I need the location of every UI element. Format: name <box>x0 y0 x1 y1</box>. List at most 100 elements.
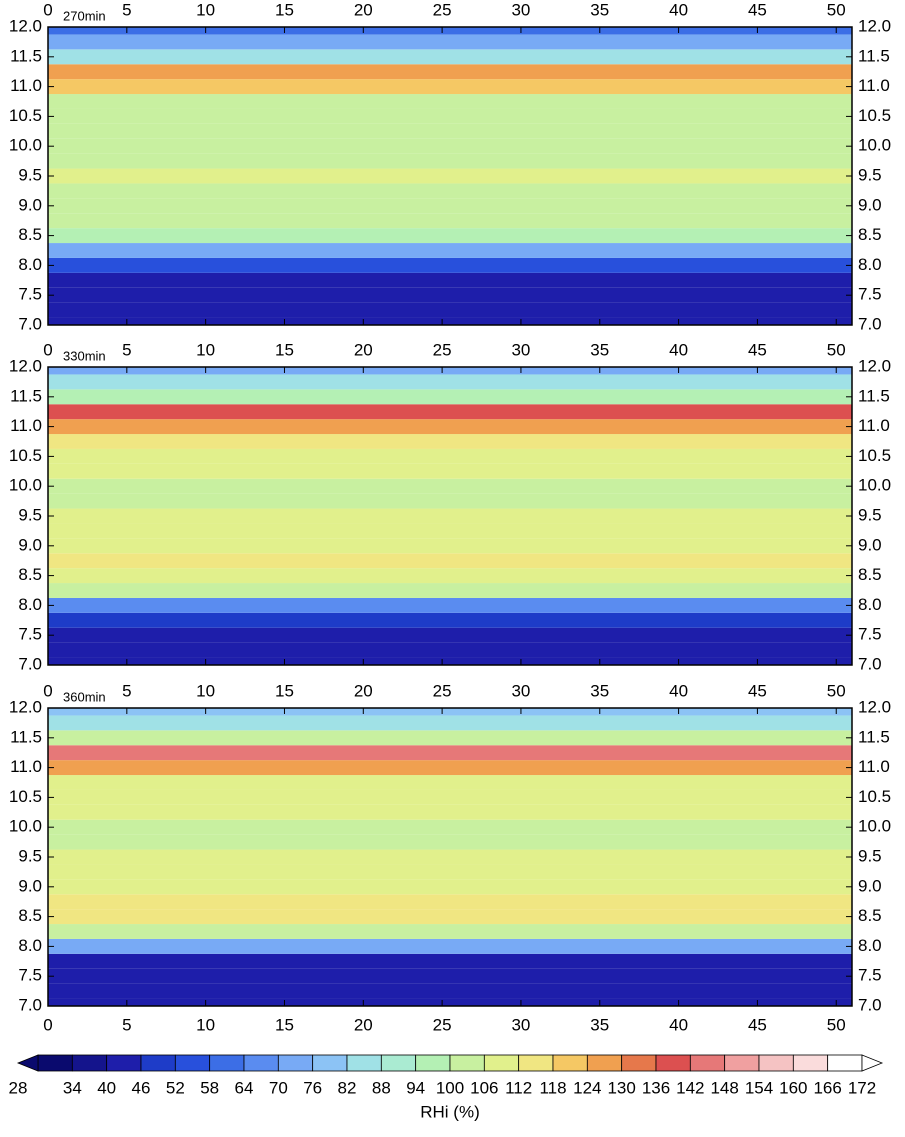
y-tick-label: 8.5 <box>858 906 882 925</box>
field <box>48 367 852 665</box>
x-tick-label: 30 <box>511 681 530 700</box>
rhi-band <box>48 730 852 746</box>
colorbar-label: 40 <box>97 1078 116 1097</box>
rhi-band <box>48 998 852 1006</box>
rhi-band <box>48 612 852 628</box>
colorbar-label: 160 <box>779 1078 807 1097</box>
y-tick-label: 12.0 <box>9 356 42 375</box>
colorbar-label: 148 <box>710 1078 738 1097</box>
y-tick-label: 10.5 <box>9 446 42 465</box>
x-tick-label: 15 <box>275 1015 294 1034</box>
x-tick-label: 45 <box>748 0 767 19</box>
y-tick-label: 9.0 <box>18 195 42 214</box>
rhi-band <box>48 834 852 850</box>
colorbar-label: 58 <box>200 1078 219 1097</box>
rhi-band <box>48 317 852 325</box>
color-swatch <box>346 1054 382 1072</box>
y-tick-label: 7.0 <box>18 654 42 673</box>
rhi-band <box>48 108 852 124</box>
y-tick-label: 12.0 <box>858 697 891 716</box>
rhi-band <box>48 983 852 999</box>
x-tick-label: 20 <box>354 0 373 19</box>
rhi-band <box>48 760 852 776</box>
rhi-band <box>48 27 852 35</box>
x-tick-label: 20 <box>354 681 373 700</box>
rhi-band <box>48 715 852 731</box>
rhi-band <box>48 448 852 464</box>
y-tick-label: 7.0 <box>18 995 42 1014</box>
y-tick-label: 12.0 <box>858 356 891 375</box>
x-tick-label: 15 <box>275 340 294 359</box>
rhi-band <box>48 434 852 449</box>
x-tick-label: 45 <box>748 681 767 700</box>
rhi-band <box>48 523 852 539</box>
rhi-band <box>48 272 852 288</box>
x-tick-label: 45 <box>748 1015 767 1034</box>
y-tick-label: 8.5 <box>18 906 42 925</box>
colorbar-label: 34 <box>63 1078 82 1097</box>
colorbar-label: 166 <box>813 1078 841 1097</box>
x-tick-label: 15 <box>275 0 294 19</box>
rhi-band <box>48 367 852 375</box>
y-tick-label: 8.0 <box>858 936 882 955</box>
colorbar-title: RHi (%) <box>420 1102 480 1121</box>
rhi-band <box>48 183 852 199</box>
y-tick-label: 8.5 <box>18 565 42 584</box>
rhi-band <box>48 538 852 554</box>
rhi-band <box>48 463 852 479</box>
rhi-band <box>48 138 852 154</box>
rhi-band <box>48 789 852 805</box>
y-tick-label: 11.5 <box>858 727 890 746</box>
color-swatch <box>174 1054 211 1072</box>
rhi-band <box>48 597 852 613</box>
y-tick-label: 9.5 <box>18 505 42 524</box>
x-tick-label: 35 <box>590 1015 609 1034</box>
rhi-band <box>48 864 852 880</box>
rhi-band <box>48 404 852 420</box>
x-tick-label: 10 <box>196 1015 215 1034</box>
panel-title: 360min <box>63 689 106 704</box>
x-tick-label: 40 <box>669 0 688 19</box>
panel-title: 270min <box>63 8 106 23</box>
x-tick-label: 50 <box>827 1015 846 1034</box>
y-tick-label: 8.0 <box>858 255 882 274</box>
y-tick-label: 7.5 <box>858 285 882 304</box>
y-tick-label: 7.0 <box>858 995 882 1014</box>
x-tick-label: 5 <box>122 681 131 700</box>
y-tick-label: 10.0 <box>9 136 42 155</box>
y-tick-label: 11.0 <box>10 76 42 95</box>
y-tick-label: 7.5 <box>18 625 42 644</box>
field <box>48 708 852 1006</box>
colorbar-label: 64 <box>235 1078 254 1097</box>
color-swatch <box>724 1054 760 1072</box>
y-tick-label: 11.5 <box>10 386 42 405</box>
x-tick-label: 25 <box>433 0 452 19</box>
x-tick-label: 35 <box>590 0 609 19</box>
x-tick-label: 25 <box>433 681 452 700</box>
color-swatch <box>621 1054 657 1072</box>
y-tick-label: 11.0 <box>858 416 890 435</box>
panel: 7.0 7.0 7.5 7.5 8.0 8.0 8.5 8.5 9.0 9.0 9.5 9.5 10.0… <box>9 340 891 673</box>
panel: 7.0 7.0 7.5 7.5 8.0 8.0 8.5 8.5 9.0 9.0 9.5 9.5 10.0… <box>9 681 891 1034</box>
rhi-band <box>48 819 852 835</box>
colorbar-label: 70 <box>269 1078 288 1097</box>
x-tick-label: 40 <box>669 340 688 359</box>
rhi-band <box>48 775 852 790</box>
y-tick-label: 11.5 <box>10 727 42 746</box>
y-tick-label: 7.0 <box>18 314 42 333</box>
y-tick-label: 11.5 <box>858 386 890 405</box>
colorbar-label: 94 <box>406 1078 425 1097</box>
y-tick-label: 11.5 <box>858 46 890 65</box>
x-tick-label: 45 <box>748 340 767 359</box>
y-tick-label: 10.0 <box>858 817 891 836</box>
y-tick-label: 10.0 <box>9 476 42 495</box>
color-swatch <box>827 1054 863 1072</box>
color-swatch <box>140 1054 176 1072</box>
colorbar-label: 52 <box>166 1078 185 1097</box>
y-tick-label: 11.0 <box>10 416 42 435</box>
y-tick-label: 10.0 <box>858 136 891 155</box>
color-swatch <box>37 1054 73 1072</box>
y-tick-label: 8.0 <box>18 936 42 955</box>
y-tick-label: 12.0 <box>9 16 42 35</box>
